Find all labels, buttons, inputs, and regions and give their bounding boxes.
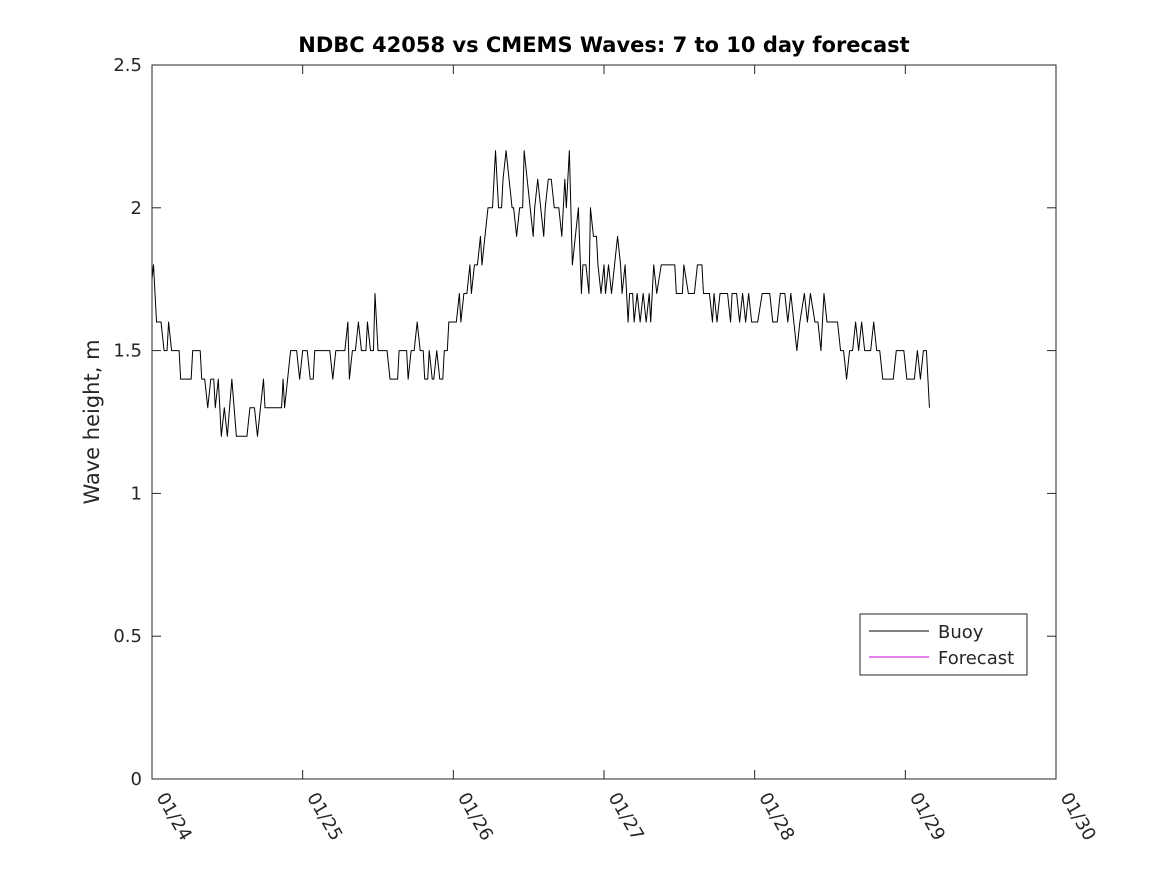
y-axis-label: Wave height, m [80,339,104,504]
y-tick-label: 1 [131,483,142,504]
y-tick-label: 2.5 [113,55,142,76]
y-tick-label: 2 [131,198,142,219]
y-axis: 0 0.5 1 1.5 2 2.5 [113,55,1056,790]
plot-frame [151,64,1057,780]
series-layer [151,150,930,437]
legend: Buoy Forecast [859,613,1028,676]
legend-label-buoy: Buoy [938,622,984,643]
chart-title: NDBC 42058 vs CMEMS Waves: 7 to 10 day f… [298,33,909,57]
y-tick-label: 0.5 [113,626,142,647]
series-line-buoy [151,150,930,437]
legend-label-forecast: Forecast [938,648,1014,669]
legend-box [859,613,1028,676]
y-tick-label: 1.5 [113,341,142,362]
y-tick-label: 0 [131,769,142,790]
